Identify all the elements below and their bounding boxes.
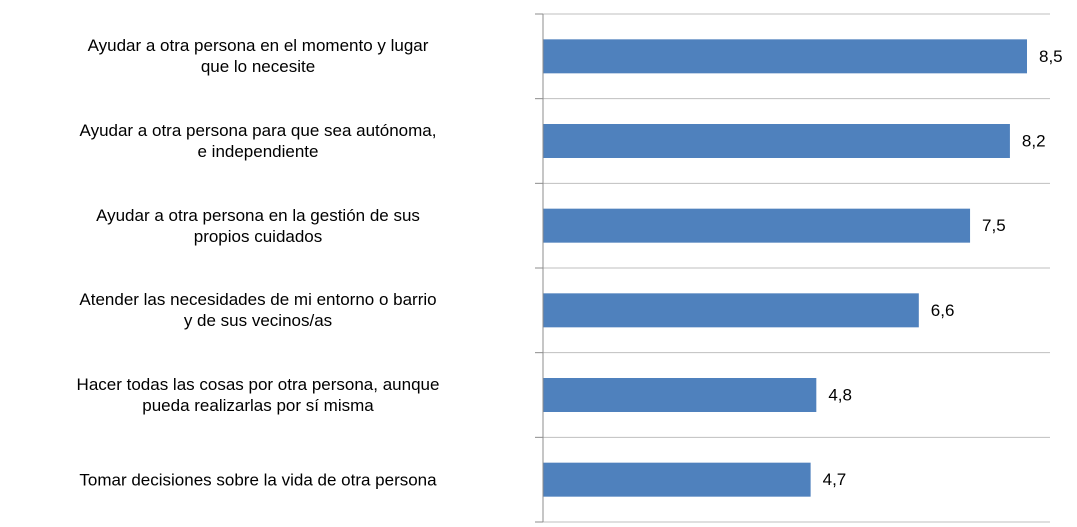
category-label: Atender las necesidades de mi entorno o … — [79, 290, 437, 331]
bar — [543, 293, 919, 328]
bar — [543, 462, 811, 497]
category-label: Hacer todas las cosas por otra persona, … — [76, 375, 440, 415]
category-label: Ayudar a otra persona en el momento y lu… — [87, 36, 429, 77]
bar — [543, 39, 1027, 74]
category-label: Tomar decisiones sobre la vida de otra p… — [79, 470, 437, 490]
value-label: 7,5 — [982, 216, 1006, 235]
category-label: Ayudar a otra persona para que sea autón… — [79, 121, 437, 161]
value-label: 8,5 — [1039, 47, 1063, 66]
bar — [543, 124, 1010, 158]
value-label: 8,2 — [1022, 131, 1046, 150]
value-label: 4,8 — [828, 385, 852, 404]
category-label: Ayudar a otra persona en la gestión de s… — [96, 205, 420, 246]
value-label: 4,7 — [823, 470, 847, 489]
bar — [543, 208, 971, 243]
value-label: 6,6 — [931, 301, 955, 320]
bar — [543, 378, 817, 412]
